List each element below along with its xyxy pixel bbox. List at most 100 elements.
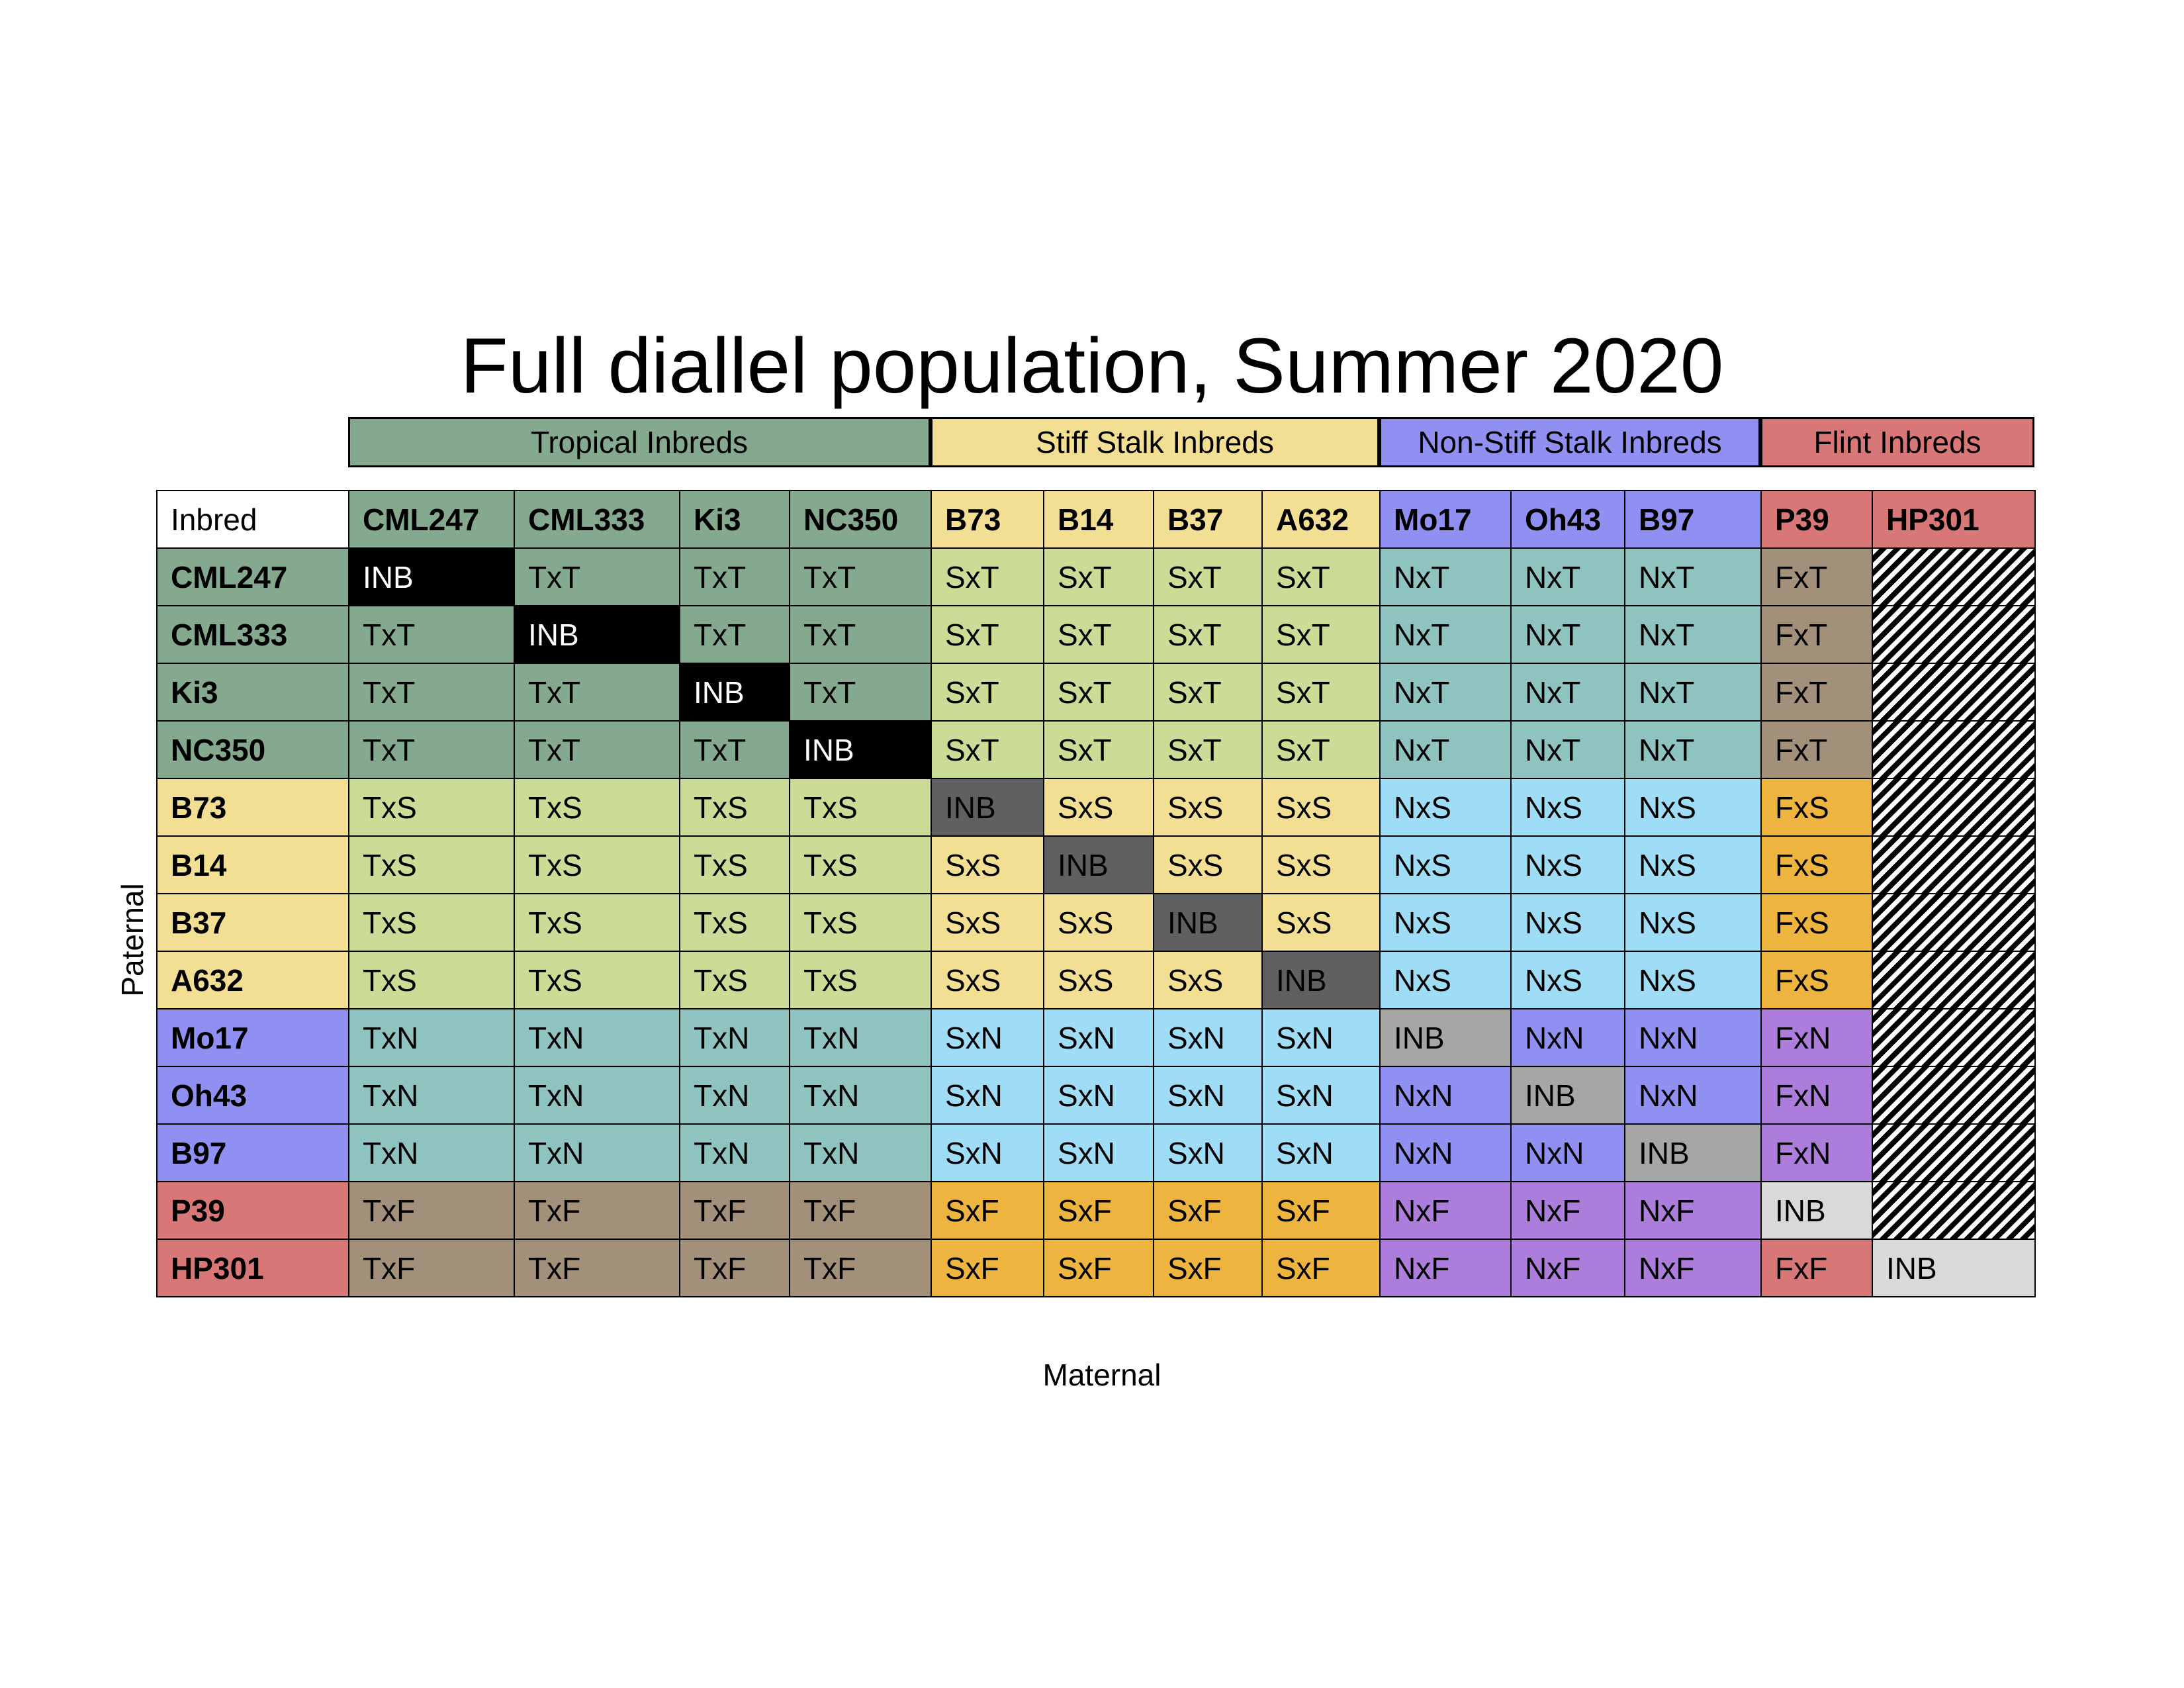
table-row: B73 TxS TxS TxS TxS INB SxS SxS SxS NxS NxS NxS FxS bbox=[156, 778, 2036, 837]
cross-cell: FxS bbox=[1760, 951, 1873, 1009]
inbred-cell: INB bbox=[1872, 1239, 2036, 1297]
cross-cell: NxT bbox=[1510, 720, 1625, 779]
cross-cell: SxN bbox=[1043, 1123, 1154, 1182]
cross-cell: SxN bbox=[1153, 1008, 1263, 1067]
inbred-cell: INB bbox=[348, 547, 515, 606]
cross-cell: NxS bbox=[1624, 835, 1762, 894]
cross-cell: NxN bbox=[1379, 1066, 1512, 1125]
column-header-oh43: Oh43 bbox=[1510, 490, 1625, 549]
cross-cell: SxS bbox=[1153, 951, 1263, 1009]
inbred-cell: INB bbox=[1760, 1181, 1873, 1240]
cross-cell: SxF bbox=[1261, 1239, 1381, 1297]
cross-cell: NxS bbox=[1379, 835, 1512, 894]
cross-cell: NxS bbox=[1624, 893, 1762, 952]
table-row: B14 TxS TxS TxS TxS SxS INB SxS SxS NxS NxS NxS FxS bbox=[156, 835, 2036, 894]
cross-cell: NxT bbox=[1624, 605, 1762, 664]
column-header-row: Inbred CML247 CML333 Ki3 NC350 B73 B14 B37 A632 M… bbox=[156, 490, 2036, 549]
cross-cell: FxN bbox=[1760, 1066, 1873, 1125]
cross-cell: SxN bbox=[1261, 1008, 1381, 1067]
cross-cell: TxT bbox=[514, 547, 680, 606]
cross-cell: SxT bbox=[931, 605, 1044, 664]
missing-cross-cell bbox=[1872, 1181, 2036, 1240]
cross-cell: TxT bbox=[789, 547, 932, 606]
cross-cell: SxN bbox=[931, 1008, 1044, 1067]
inbred-cell: INB bbox=[514, 605, 680, 664]
cross-cell: TxN bbox=[679, 1123, 790, 1182]
cross-cell: FxT bbox=[1760, 663, 1873, 722]
corner-cell: Inbred bbox=[156, 490, 349, 549]
group-header-flint-inbreds: Flint Inbreds bbox=[1760, 417, 2034, 467]
row-header-cml247: CML247 bbox=[156, 547, 349, 606]
cross-cell: NxT bbox=[1624, 663, 1762, 722]
cross-cell: NxN bbox=[1624, 1066, 1762, 1125]
cross-cell: SxN bbox=[931, 1123, 1044, 1182]
cross-cell: TxS bbox=[514, 835, 680, 894]
cross-cell: SxF bbox=[931, 1239, 1044, 1297]
cross-cell: NxT bbox=[1510, 663, 1625, 722]
cross-cell: TxT bbox=[789, 605, 932, 664]
cross-cell: SxS bbox=[1043, 951, 1154, 1009]
cross-cell: SxN bbox=[931, 1066, 1044, 1125]
cross-cell: NxS bbox=[1510, 893, 1625, 952]
column-header-cml247: CML247 bbox=[348, 490, 515, 549]
cross-cell: TxN bbox=[514, 1008, 680, 1067]
cross-cell: SxS bbox=[1261, 893, 1381, 952]
cross-cell: TxS bbox=[348, 835, 515, 894]
table-row: Oh43 TxN TxN TxN TxN SxN SxN SxN SxN NxN INB NxN FxN bbox=[156, 1066, 2036, 1125]
cross-cell: TxS bbox=[789, 893, 932, 952]
cross-cell: SxN bbox=[1261, 1123, 1381, 1182]
missing-cross-cell bbox=[1872, 893, 2036, 952]
row-header-b97: B97 bbox=[156, 1123, 349, 1182]
cross-cell: TxS bbox=[514, 778, 680, 837]
cross-cell: TxF bbox=[679, 1239, 790, 1297]
table-row: A632 TxS TxS TxS TxS SxS SxS SxS INB NxS NxS NxS FxS bbox=[156, 951, 2036, 1009]
cross-cell: FxF bbox=[1760, 1239, 1873, 1297]
cross-cell: SxF bbox=[1153, 1239, 1263, 1297]
row-header-a632: A632 bbox=[156, 951, 349, 1009]
cross-cell: TxS bbox=[679, 778, 790, 837]
cross-cell: SxT bbox=[1153, 547, 1263, 606]
cross-cell: TxS bbox=[348, 778, 515, 837]
missing-cross-cell bbox=[1872, 778, 2036, 837]
inbred-cell: INB bbox=[1153, 893, 1263, 952]
column-header-cml333: CML333 bbox=[514, 490, 680, 549]
missing-cross-cell bbox=[1872, 835, 2036, 894]
cross-cell: FxT bbox=[1760, 605, 1873, 664]
cross-cell: FxT bbox=[1760, 720, 1873, 779]
cross-cell: FxS bbox=[1760, 893, 1873, 952]
cross-cell: SxT bbox=[1043, 605, 1154, 664]
cross-cell: NxF bbox=[1510, 1239, 1625, 1297]
cross-cell: NxN bbox=[1379, 1123, 1512, 1182]
missing-cross-cell bbox=[1872, 1066, 2036, 1125]
cross-cell: TxS bbox=[789, 951, 932, 1009]
column-header-p39: P39 bbox=[1760, 490, 1873, 549]
cross-cell: SxS bbox=[1043, 778, 1154, 837]
inbred-cell: INB bbox=[1624, 1123, 1762, 1182]
column-header-mo17: Mo17 bbox=[1379, 490, 1512, 549]
missing-cross-cell bbox=[1872, 1123, 2036, 1182]
cross-cell: TxS bbox=[348, 893, 515, 952]
cross-cell: NxF bbox=[1379, 1181, 1512, 1240]
group-header-non-stiff-stalk-inbreds: Non-Stiff Stalk Inbreds bbox=[1379, 417, 1760, 467]
cross-cell: TxS bbox=[679, 893, 790, 952]
group-header-tropical-inbreds: Tropical Inbreds bbox=[348, 417, 931, 467]
table-row: CML333 TxT INB TxT TxT SxT SxT SxT SxT NxT NxT NxT F… bbox=[156, 605, 2036, 664]
cross-cell: TxS bbox=[789, 835, 932, 894]
cross-cell: TxN bbox=[348, 1008, 515, 1067]
table-row: Ki3 TxT TxT INB TxT SxT SxT SxT SxT NxT NxT NxT FxT bbox=[156, 663, 2036, 722]
cross-cell: NxS bbox=[1510, 951, 1625, 1009]
table-row: P39 TxF TxF TxF TxF SxF SxF SxF SxF NxF NxF NxF INB bbox=[156, 1181, 2036, 1240]
paternal-axis-label: Paternal bbox=[115, 883, 150, 997]
cross-cell: NxT bbox=[1624, 720, 1762, 779]
row-header-oh43: Oh43 bbox=[156, 1066, 349, 1125]
cross-cell: SxS bbox=[931, 951, 1044, 1009]
cross-cell: SxT bbox=[1043, 663, 1154, 722]
row-header-p39: P39 bbox=[156, 1181, 349, 1240]
row-header-nc350: NC350 bbox=[156, 720, 349, 779]
table-row: NC350 TxT TxT TxT INB SxT SxT SxT SxT NxT NxT NxT Fx… bbox=[156, 720, 2036, 779]
inbred-cell: INB bbox=[1261, 951, 1381, 1009]
cross-cell: SxS bbox=[1153, 778, 1263, 837]
cross-cell: TxN bbox=[789, 1066, 932, 1125]
table-row: B37 TxS TxS TxS TxS SxS SxS INB SxS NxS NxS NxS FxS bbox=[156, 893, 2036, 952]
cross-cell: TxT bbox=[514, 663, 680, 722]
